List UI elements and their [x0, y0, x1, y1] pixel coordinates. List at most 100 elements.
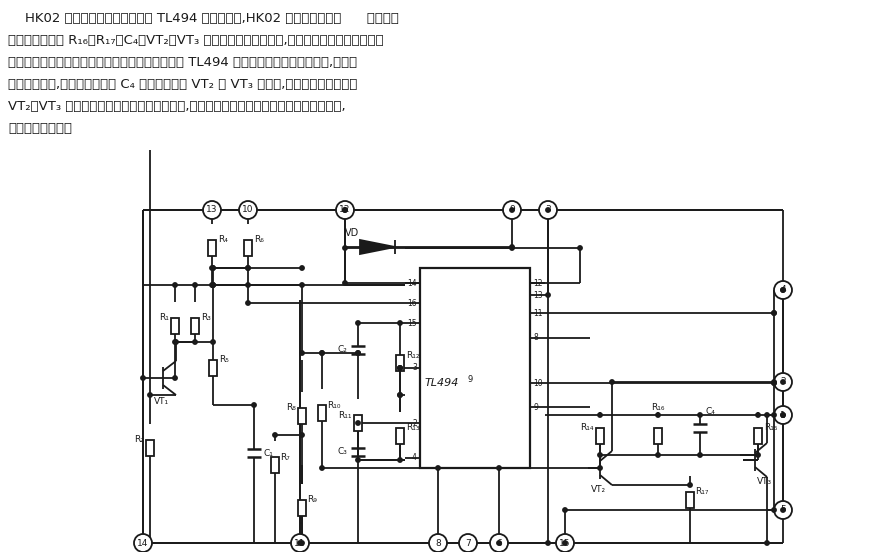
- Text: 10: 10: [242, 205, 254, 215]
- Circle shape: [246, 301, 250, 305]
- Circle shape: [342, 281, 347, 285]
- Text: 2: 2: [412, 418, 417, 427]
- Circle shape: [193, 283, 197, 287]
- Bar: [420, 268, 530, 468]
- Circle shape: [772, 413, 776, 417]
- Circle shape: [300, 283, 304, 287]
- Circle shape: [435, 466, 440, 470]
- Text: R₂: R₂: [135, 436, 144, 444]
- Circle shape: [772, 380, 776, 384]
- Circle shape: [765, 413, 769, 417]
- Circle shape: [300, 433, 304, 437]
- Circle shape: [563, 508, 567, 512]
- Circle shape: [356, 351, 360, 355]
- Text: 10: 10: [533, 379, 543, 388]
- Text: R₃: R₃: [201, 314, 211, 322]
- Circle shape: [556, 534, 574, 552]
- Circle shape: [610, 380, 614, 384]
- Circle shape: [173, 340, 178, 344]
- Text: R₁₃: R₁₃: [406, 423, 419, 433]
- Bar: [318, 405, 326, 421]
- Text: C₂: C₂: [338, 346, 348, 354]
- Circle shape: [173, 340, 177, 344]
- Text: 电压迅速升高,此电压通过电容 C₄ 耦合至晶体管 VT₂ 或 VT₃ 的基极,使其迅速饱和。由于: 电压迅速升高,此电压通过电容 C₄ 耦合至晶体管 VT₂ 或 VT₃ 的基极,使…: [8, 78, 358, 91]
- Circle shape: [772, 311, 776, 315]
- Circle shape: [496, 466, 501, 470]
- Circle shape: [273, 433, 277, 437]
- Text: 件内部设计了由 R₁₆、R₁₇、C₄、VT₂、VT₃ 等构成的快速驱动电路,以保证在较高工作频率下双: 件内部设计了由 R₁₆、R₁₇、C₄、VT₂、VT₃ 等构成的快速驱动电路,以保…: [8, 34, 383, 47]
- Text: 极型晶体管可靠工作。快速驱动电路的原理是：当 TL494 内部输出管从饱和到截止时,集电极: 极型晶体管可靠工作。快速驱动电路的原理是：当 TL494 内部输出管从饱和到截止…: [8, 56, 358, 69]
- Text: R₁₅: R₁₅: [764, 423, 778, 433]
- Text: C₁: C₁: [263, 448, 273, 458]
- Text: R₉: R₉: [307, 496, 317, 505]
- Circle shape: [774, 501, 792, 519]
- Text: 12: 12: [533, 279, 543, 288]
- Circle shape: [239, 201, 257, 219]
- Bar: [244, 240, 252, 256]
- Bar: [396, 355, 404, 371]
- Circle shape: [510, 208, 514, 212]
- Circle shape: [397, 366, 402, 370]
- Circle shape: [211, 340, 215, 344]
- Circle shape: [397, 366, 402, 370]
- Circle shape: [697, 413, 702, 417]
- Circle shape: [141, 376, 145, 380]
- Text: 8: 8: [533, 333, 538, 342]
- Text: 9: 9: [509, 205, 515, 215]
- Text: 15: 15: [559, 539, 571, 548]
- Circle shape: [300, 351, 304, 355]
- Polygon shape: [360, 240, 395, 254]
- Text: 15: 15: [407, 319, 417, 327]
- Circle shape: [173, 376, 177, 380]
- Text: 13: 13: [533, 290, 543, 300]
- Circle shape: [772, 381, 776, 385]
- Text: R₆: R₆: [254, 236, 264, 245]
- Text: 11: 11: [533, 309, 543, 317]
- Circle shape: [774, 281, 792, 299]
- Circle shape: [211, 283, 215, 287]
- Circle shape: [252, 403, 256, 407]
- Circle shape: [656, 413, 660, 417]
- Bar: [208, 240, 216, 256]
- Circle shape: [756, 453, 760, 457]
- Circle shape: [356, 351, 360, 355]
- Circle shape: [203, 201, 221, 219]
- Text: C₄: C₄: [706, 407, 716, 417]
- Circle shape: [211, 283, 215, 287]
- Circle shape: [319, 466, 324, 470]
- Bar: [754, 428, 762, 444]
- Text: C₃: C₃: [338, 448, 348, 457]
- Circle shape: [781, 413, 785, 417]
- Circle shape: [781, 288, 785, 292]
- Bar: [146, 440, 154, 456]
- Circle shape: [772, 508, 776, 512]
- Circle shape: [246, 283, 250, 287]
- Circle shape: [539, 201, 557, 219]
- Circle shape: [342, 208, 347, 212]
- Circle shape: [496, 541, 501, 545]
- Text: R₈: R₈: [286, 404, 296, 412]
- Bar: [191, 318, 199, 334]
- Text: 6: 6: [496, 539, 502, 548]
- Circle shape: [300, 266, 304, 270]
- Circle shape: [781, 413, 785, 417]
- Circle shape: [246, 266, 250, 270]
- Circle shape: [356, 421, 360, 425]
- Text: VT₂: VT₂: [590, 486, 605, 495]
- Circle shape: [356, 458, 360, 462]
- Text: R₄: R₄: [218, 236, 227, 245]
- Text: R₁₆: R₁₆: [651, 403, 665, 412]
- Circle shape: [297, 541, 302, 545]
- Bar: [686, 492, 694, 508]
- Circle shape: [397, 458, 402, 462]
- Text: 3: 3: [412, 364, 417, 373]
- Text: VT₃: VT₃: [757, 477, 772, 486]
- Circle shape: [781, 380, 785, 384]
- Circle shape: [319, 351, 324, 355]
- Bar: [354, 415, 362, 431]
- Circle shape: [510, 246, 514, 250]
- Text: R₁₀: R₁₀: [327, 401, 341, 410]
- Circle shape: [397, 366, 402, 370]
- Text: 8: 8: [435, 539, 441, 548]
- Circle shape: [546, 208, 550, 212]
